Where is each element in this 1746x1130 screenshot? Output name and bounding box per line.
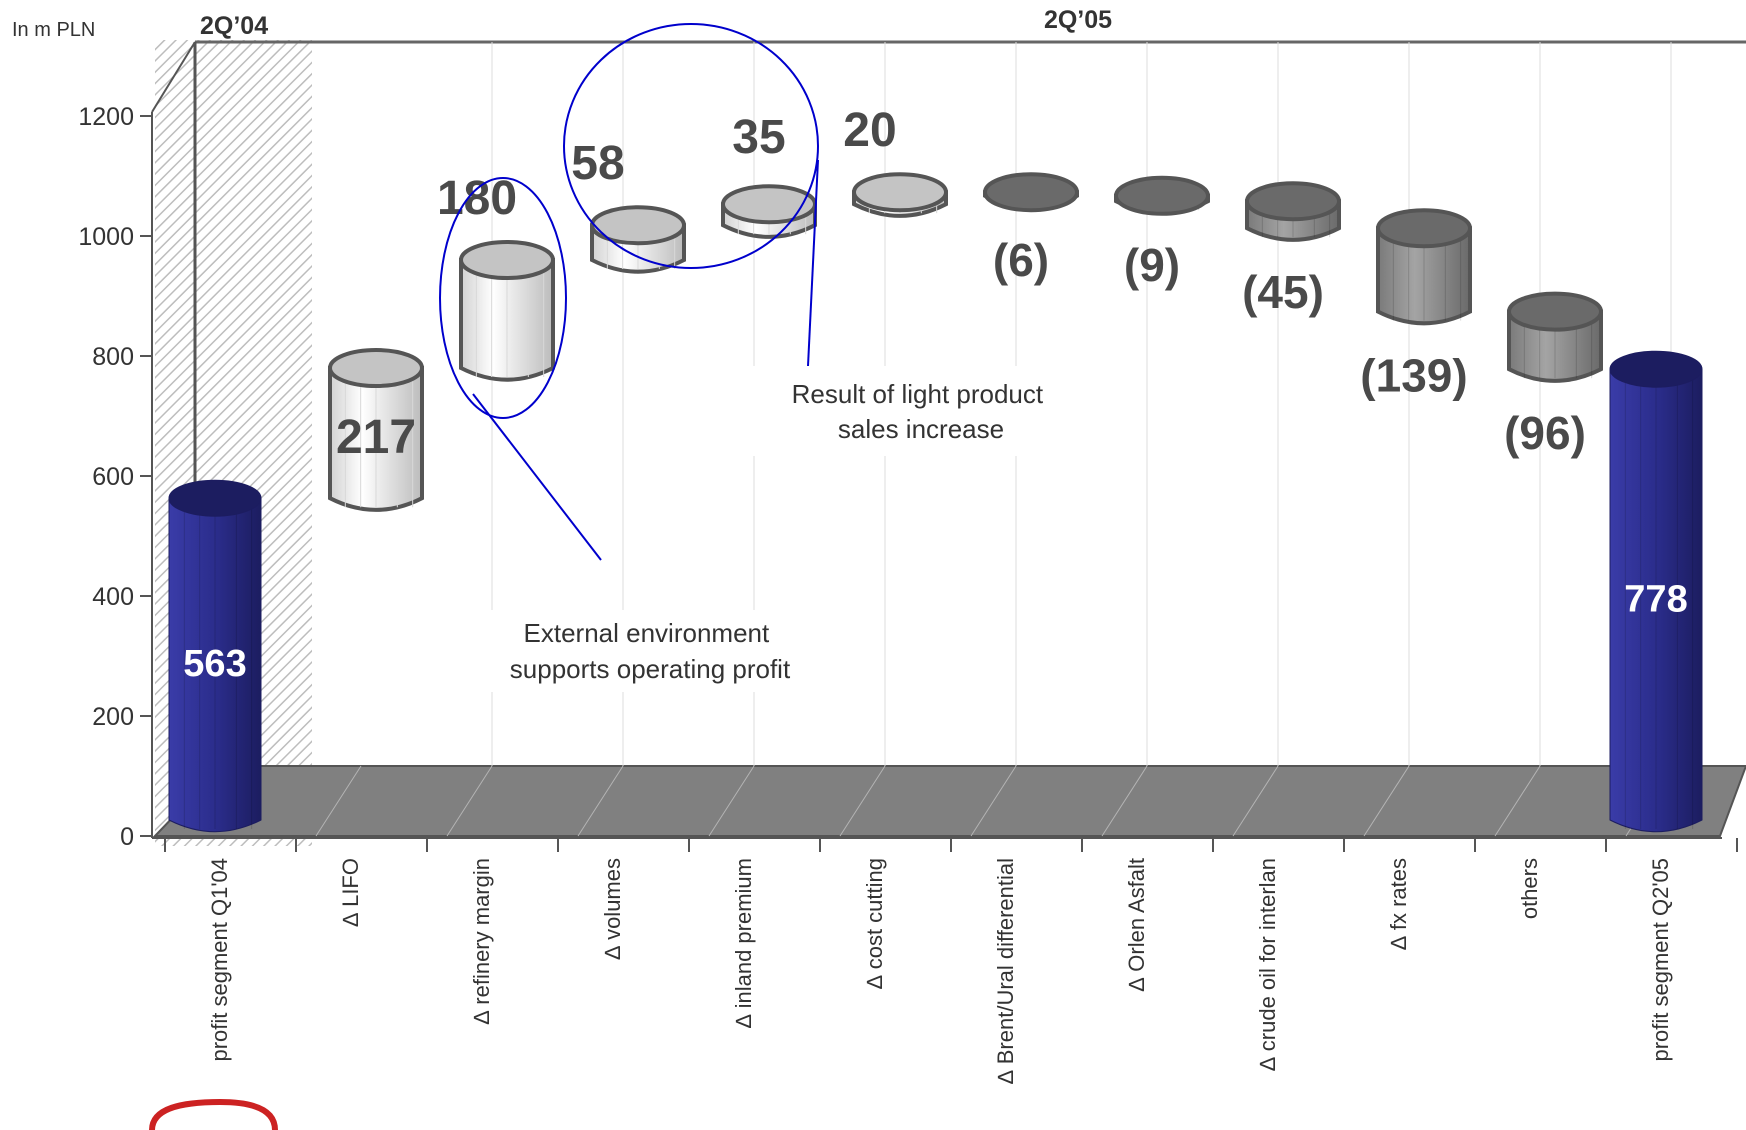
- bar-cap: [459, 240, 555, 280]
- bar-cap: [590, 205, 686, 246]
- bar: [1609, 350, 1703, 833]
- logo-fragment-icon: [149, 1098, 278, 1130]
- bar-cap: [1609, 350, 1703, 388]
- annotation-pointer: [472, 393, 602, 561]
- value-label: 563: [183, 643, 246, 685]
- period-label-left: 2Q’04: [200, 12, 268, 40]
- bar-cap: [1245, 181, 1341, 222]
- period-label-right: 2Q’05: [1044, 6, 1112, 34]
- value-label: 58: [571, 137, 624, 190]
- category-label: ∆ crude oil for interlan: [1255, 858, 1280, 1071]
- annotation-background: [470, 610, 830, 692]
- floor-line: [1232, 765, 1279, 837]
- annotation-external-environment: External environment supports operating …: [439, 177, 830, 692]
- value-label: (45): [1242, 266, 1324, 318]
- value-label: (9): [1124, 239, 1180, 291]
- annotation-text: Result of light product sales increase: [792, 379, 1051, 444]
- y-tick-label: 600: [92, 463, 134, 491]
- y-tick-label: 400: [92, 583, 134, 611]
- annotation-light-product-sales: Result of light product sales increase: [563, 23, 1110, 456]
- category-label: profit segment Q1'04: [207, 858, 232, 1062]
- bar: [459, 240, 555, 382]
- value-label: 35: [732, 111, 785, 164]
- category-label: ∆ refinery margin: [469, 858, 494, 1024]
- floor-line: [577, 765, 624, 837]
- annotation-ellipse: [563, 23, 819, 269]
- category-label: ∆ LIFO: [338, 858, 363, 926]
- y-tick-label: 1200: [78, 103, 134, 131]
- annotation-pointer: [807, 159, 819, 367]
- bar-cap: [1114, 175, 1210, 216]
- floor-line: [1363, 765, 1410, 837]
- bar-body: [1376, 226, 1472, 326]
- bar-cap: [168, 479, 262, 517]
- bar-cap: [983, 172, 1079, 213]
- category-label: others: [1517, 858, 1542, 919]
- bar: [328, 348, 424, 512]
- y-axis-diagonal: [151, 41, 196, 113]
- floor-line: [970, 765, 1017, 837]
- category-label: profit segment Q2'05: [1648, 858, 1673, 1062]
- bar: [721, 184, 817, 239]
- bar-cap: [1376, 208, 1472, 249]
- floor-line: [1494, 765, 1541, 837]
- value-label: 180: [437, 172, 517, 225]
- bar: [1245, 181, 1341, 242]
- annotation-line-2: sales increase: [838, 414, 1004, 444]
- bar-cap: [328, 348, 424, 388]
- value-label: 217: [336, 411, 416, 464]
- value-label: 20: [843, 104, 896, 157]
- bar: [852, 172, 948, 218]
- value-labels: 563 217 180 58 35 20 (6) (9) (45) (139) (96) 778: [183, 104, 1687, 685]
- y-tick-label: 1000: [78, 223, 134, 251]
- bar: [1114, 175, 1210, 216]
- floor-line: [446, 765, 493, 837]
- annotation-background: [740, 366, 1110, 456]
- bar-cap: [1507, 291, 1603, 332]
- value-label: (96): [1504, 407, 1586, 459]
- annotation-text: External environment supports operating …: [510, 618, 791, 684]
- bar: [590, 205, 686, 274]
- bar: [983, 172, 1079, 213]
- unit-label: In m PLN: [12, 19, 95, 41]
- floor-line: [708, 765, 755, 837]
- annotation-line-1: Result of light product: [792, 379, 1044, 409]
- y-tick-label: 0: [120, 823, 134, 851]
- bar: [1507, 291, 1603, 383]
- category-label: ∆ cost cutting: [862, 858, 887, 989]
- bar: [168, 479, 262, 833]
- category-label: ∆ Brent/Ural differential: [993, 858, 1018, 1084]
- annotation-line-2: supports operating profit: [510, 654, 791, 684]
- floor-line: [839, 765, 886, 837]
- category-label: ∆ Orlen Asfalt: [1124, 858, 1149, 991]
- category-labels: profit segment Q1'04 ∆ LIFO ∆ refinery mar…: [207, 858, 1673, 1084]
- bar: [1376, 208, 1472, 326]
- bar-body: [1609, 368, 1703, 833]
- value-label: (139): [1360, 350, 1467, 402]
- floor-line: [315, 765, 362, 837]
- bar-cap: [852, 172, 948, 213]
- category-label: ∆ inland premium: [731, 858, 756, 1028]
- y-axis-ticks: 0 200 400 600 800 1000 1200: [78, 103, 152, 851]
- category-label: ∆ volumes: [600, 858, 625, 960]
- chart-floor: [152, 765, 1746, 837]
- annotation-ellipse: [439, 177, 567, 419]
- bar-body: [168, 497, 262, 833]
- bars: [168, 172, 1703, 833]
- y-tick-label: 200: [92, 703, 134, 731]
- x-axis-ticks: [164, 838, 1738, 852]
- category-label: ∆ fx rates: [1386, 858, 1411, 950]
- value-label: 778: [1624, 579, 1687, 621]
- value-label: (6): [993, 234, 1049, 286]
- bar-cap: [721, 184, 817, 225]
- floor-line: [1101, 765, 1148, 837]
- annotation-line-1: External environment: [524, 618, 770, 648]
- y-tick-label: 800: [92, 343, 134, 371]
